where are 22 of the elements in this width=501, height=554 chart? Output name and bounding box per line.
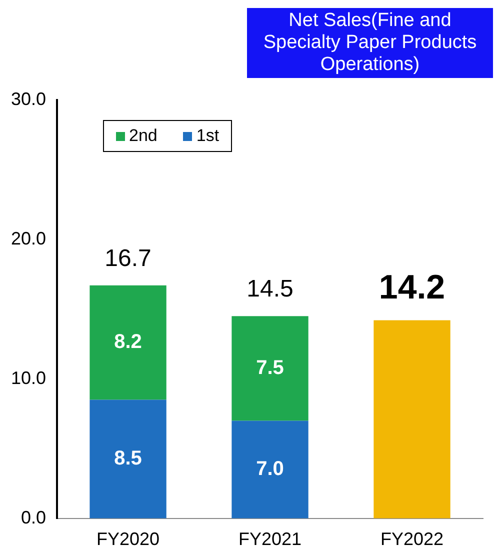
total-label: 16.7 — [104, 245, 152, 272]
y-tick-label: 0.0 — [21, 507, 46, 528]
x-tick-label: FY2021 — [238, 529, 302, 550]
data-label: 7.0 — [256, 458, 284, 480]
data-label: 7.5 — [256, 356, 284, 379]
total-label: 14.2 — [378, 268, 446, 307]
y-tick-label: 10.0 — [10, 368, 46, 388]
chart-title: Net Sales(Fine and Specialty Paper Products Operations) — [247, 8, 493, 78]
legend-label: 2nd — [128, 126, 158, 146]
bar — [232, 316, 308, 421]
data-label: 8.2 — [114, 331, 142, 354]
data-label: 8.5 — [114, 448, 142, 470]
bar — [232, 420, 308, 518]
legend-label: 1st — [195, 126, 220, 146]
x-tick-label: FY2020 — [96, 529, 160, 550]
y-tick-label: 30.0 — [10, 88, 46, 109]
y-tick-label: 20.0 — [10, 228, 46, 248]
x-tick-label: FY2022 — [380, 529, 444, 550]
bar — [90, 285, 166, 400]
total-label: 14.5 — [246, 276, 294, 303]
bar — [90, 400, 166, 518]
bar — [374, 320, 450, 518]
